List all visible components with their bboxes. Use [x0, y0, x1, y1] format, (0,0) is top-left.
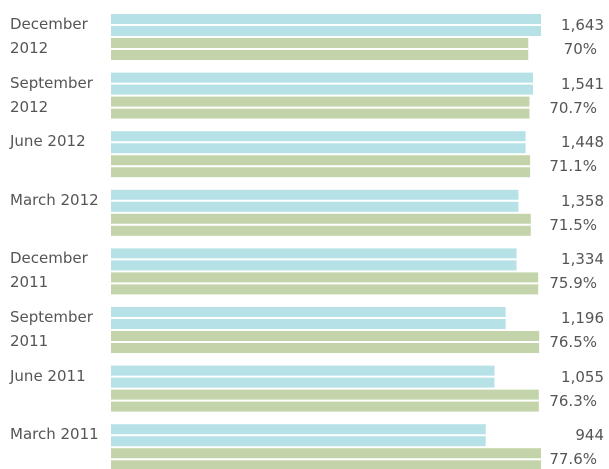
category-label: September 2012 — [10, 73, 93, 116]
category-label: June 2012 — [10, 132, 86, 151]
value-label: 76.5% — [549, 333, 597, 351]
value-label: 77.6% — [549, 450, 597, 469]
category-label: September 2011 — [10, 308, 93, 350]
value-label: 944 — [575, 426, 604, 445]
category-label: March 2011 — [10, 425, 99, 444]
value-label: 1,541 — [561, 74, 604, 93]
category-label: June 2011 — [10, 366, 86, 385]
value-label: 75.9% — [549, 274, 597, 293]
value-label: 1,196 — [561, 309, 604, 327]
value-label: 1,448 — [561, 133, 604, 152]
category-label: March 2012 — [10, 190, 99, 209]
value-label: 1,055 — [561, 367, 604, 386]
value-label: 70.7% — [549, 98, 597, 117]
value-label: 1,334 — [561, 250, 604, 269]
category-label: December 2011 — [10, 249, 88, 292]
value-label: 70% — [563, 40, 597, 58]
value-label: 1,358 — [561, 191, 604, 210]
value-label: 76.3% — [549, 391, 597, 410]
category-label: December 2012 — [10, 15, 88, 57]
value-label: 71.5% — [549, 215, 597, 234]
value-label: 71.1% — [549, 157, 597, 176]
value-label: 1,643 — [561, 16, 604, 34]
